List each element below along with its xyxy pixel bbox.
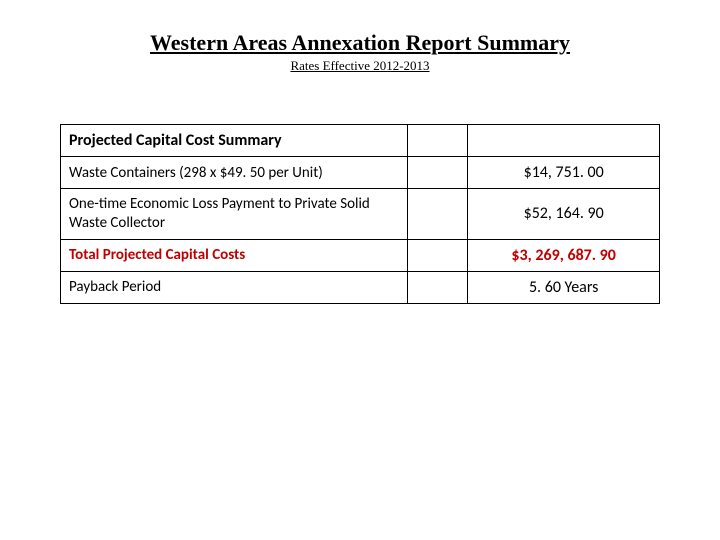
row-mid [408,189,468,240]
page: Western Areas Annexation Report Summary … [0,0,720,304]
cost-summary-table: Projected Capital Cost Summary Waste Con… [60,124,660,304]
total-row: Total Projected Capital Costs $3, 269, 6… [61,239,660,271]
report-subtitle: Rates Effective 2012-2013 [60,58,660,74]
table-header-val [468,125,660,157]
total-desc: Total Projected Capital Costs [61,239,408,271]
table-header-row: Projected Capital Cost Summary [61,125,660,157]
row-value: $14, 751. 00 [468,157,660,189]
total-value: $3, 269, 687. 90 [468,239,660,271]
row-desc: Waste Containers (298 x $49. 50 per Unit… [61,157,408,189]
total-mid [408,239,468,271]
table-header-mid [408,125,468,157]
payback-row: Payback Period 5. 60 Years [61,271,660,303]
row-value: $52, 164. 90 [468,189,660,240]
table-row: One-time Economic Loss Payment to Privat… [61,189,660,240]
row-mid [408,157,468,189]
report-title: Western Areas Annexation Report Summary [60,30,660,56]
table-row: Waste Containers (298 x $49. 50 per Unit… [61,157,660,189]
table-header-label: Projected Capital Cost Summary [61,125,408,157]
payback-desc: Payback Period [61,271,408,303]
row-desc: One-time Economic Loss Payment to Privat… [61,189,408,240]
payback-mid [408,271,468,303]
payback-value: 5. 60 Years [468,271,660,303]
